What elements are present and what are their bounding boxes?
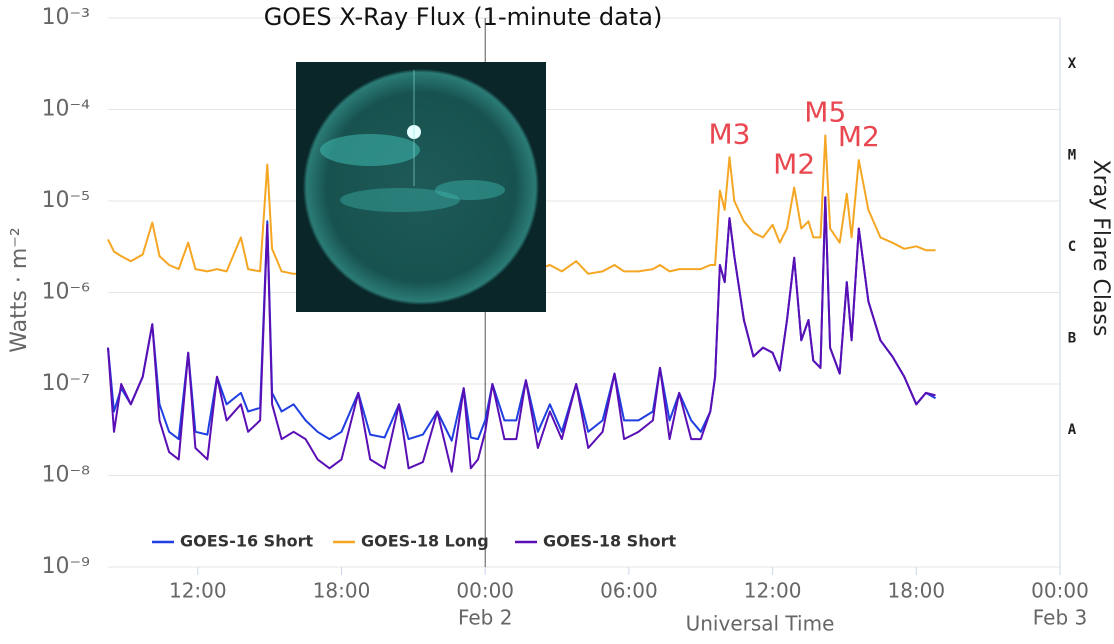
y-tick-label: 10⁻⁷ xyxy=(42,371,90,396)
y-tick-label: 10⁻³ xyxy=(42,5,90,30)
legend: GOES-16 Short GOES-18 Long GOES-18 Short xyxy=(152,532,676,551)
sun-disk xyxy=(303,69,539,305)
y-tick-label: 10⁻⁸ xyxy=(42,463,91,488)
series-line xyxy=(107,134,936,278)
legend-label: GOES-18 Long xyxy=(361,532,489,551)
flare-class-label: M xyxy=(1068,147,1076,163)
flare-annotation: M3 xyxy=(709,117,751,150)
legend-label: GOES-16 Short xyxy=(180,532,313,551)
date-label: Feb 3 xyxy=(1033,606,1088,630)
x-tick-label: 00:00 xyxy=(1031,579,1089,603)
grid: 10⁻⁹ 10⁻⁸ 10⁻⁷ 10⁻⁶ 10⁻⁵ 10⁻⁴ 10⁻³ 12:00 18:00 00… xyxy=(42,5,1089,630)
flare-class-label: C xyxy=(1068,239,1076,255)
active-region xyxy=(340,188,460,212)
date-label: Feb 2 xyxy=(458,606,513,630)
active-region xyxy=(435,180,505,200)
y-tick-label: 10⁻⁹ xyxy=(42,554,90,579)
y-tick-label: 10⁻⁴ xyxy=(42,97,91,122)
y2-axis-label: Xray Flare Class xyxy=(1088,160,1113,337)
active-region xyxy=(320,134,420,166)
y-tick-label: 10⁻⁶ xyxy=(42,280,91,305)
labels: GOES X-Ray Flux (1-minute data) Watts · … xyxy=(7,3,1113,636)
flare-class-label: A xyxy=(1068,422,1077,438)
x-tick-label: 18:00 xyxy=(887,579,945,603)
x-tick-label: 18:00 xyxy=(313,579,371,603)
x-tick-label: 12:00 xyxy=(169,579,227,603)
flare-annotation: M5 xyxy=(804,95,846,128)
y-tick-label: 10⁻⁵ xyxy=(42,188,90,213)
x-tick-label: 00:00 xyxy=(456,579,514,603)
chart-title: GOES X-Ray Flux (1-minute data) xyxy=(264,3,663,31)
x-tick-label: 12:00 xyxy=(744,579,802,603)
flare-annotation: M2 xyxy=(838,120,880,153)
y-axis-label: Watts · m⁻² xyxy=(7,227,32,352)
legend-label: GOES-18 Short xyxy=(543,532,676,551)
x-axis-label: Universal Time xyxy=(686,612,835,636)
flare-class-label: B xyxy=(1068,330,1076,346)
series-line xyxy=(107,196,936,473)
plot-lines xyxy=(107,134,936,473)
flare-annotation: M2 xyxy=(773,148,815,181)
x-tick-label: 06:00 xyxy=(600,579,658,603)
flare-class-label: X xyxy=(1068,56,1077,72)
sun-image xyxy=(296,62,546,312)
